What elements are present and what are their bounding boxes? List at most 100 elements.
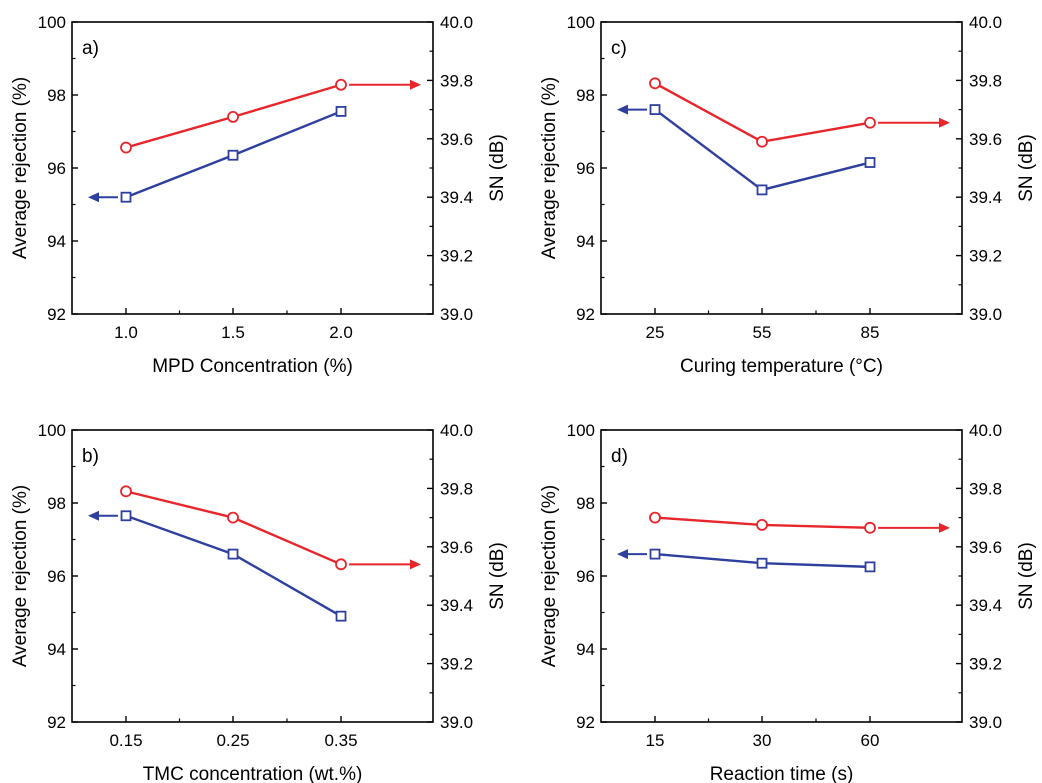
left-tick-label: 96 (576, 567, 595, 586)
right-tick-label: 39.8 (440, 71, 473, 90)
right-axis-title: SN (dB) (487, 134, 508, 202)
x-tick-label: 55 (753, 323, 772, 342)
right-tick-label: 39.6 (440, 538, 473, 557)
x-tick-label: 30 (753, 731, 772, 750)
right-tick-label: 39.0 (440, 713, 473, 732)
plot-frame (600, 21, 963, 315)
left-axis-title: Average rejection (%) (539, 485, 560, 667)
chart-panel-2: 92 94 96 98 100 39.0 39.2 39.4 39.6 39.8 40.0 25 55 8… (539, 13, 1037, 377)
x-axis-title: Reaction time (s) (710, 764, 854, 783)
left-arrow-icon (88, 192, 99, 203)
right-tick-label: 39.2 (440, 655, 473, 674)
square-marker (120, 510, 132, 522)
square-marker (227, 149, 239, 161)
plot-frame (600, 429, 963, 723)
circle-marker (649, 511, 661, 524)
circle-marker (864, 521, 876, 534)
right-tick-label: 39.0 (969, 713, 1002, 732)
circle-marker (649, 77, 661, 90)
circle-marker (227, 111, 239, 123)
square-marker (649, 548, 661, 560)
left-arrow-icon (617, 104, 628, 115)
left-tick-label: 92 (47, 305, 66, 324)
right-tick-label: 39.4 (440, 188, 473, 207)
square-marker (335, 106, 347, 117)
square-marker (120, 191, 132, 203)
x-tick-label: 0.35 (324, 731, 357, 750)
left-tick-label: 98 (576, 86, 595, 105)
circle-marker (227, 511, 239, 524)
right-tick-label: 39.2 (440, 247, 473, 266)
right-arrow-icon (410, 559, 421, 570)
circle-marker (756, 135, 768, 148)
x-tick-label: 1.0 (114, 323, 138, 342)
left-tick-label: 100 (38, 13, 66, 32)
right-tick-label: 39.8 (969, 479, 1002, 498)
chart-panel-4: 92 94 96 98 100 39.0 39.2 39.4 39.6 39.8 40.0 15 30 6… (539, 421, 1037, 783)
left-axis-title: Average rejection (%) (10, 77, 31, 259)
left-tick-label: 98 (576, 494, 595, 513)
series-line-left (654, 108, 871, 192)
left-tick-label: 94 (47, 232, 66, 251)
right-tick-label: 39.4 (969, 188, 1002, 207)
left-tick-label: 100 (567, 13, 595, 32)
right-tick-label: 40.0 (440, 421, 473, 440)
left-tick-label: 100 (567, 421, 595, 440)
panel-label: c) (611, 38, 627, 59)
right-tick-label: 39.6 (440, 130, 473, 149)
right-tick-label: 39.8 (440, 479, 473, 498)
right-tick-label: 40.0 (969, 421, 1002, 440)
left-tick-label: 98 (47, 494, 66, 513)
x-tick-label: 25 (646, 323, 665, 342)
right-tick-label: 39.6 (969, 130, 1002, 149)
square-marker (756, 184, 768, 196)
right-arrow-icon (939, 522, 950, 533)
left-tick-label: 96 (576, 159, 595, 178)
square-marker (335, 610, 347, 622)
left-tick-label: 94 (576, 640, 595, 659)
x-tick-label: 0.25 (216, 731, 249, 750)
right-axis-title: SN (dB) (1016, 542, 1037, 610)
series-line-left (125, 514, 342, 618)
right-tick-label: 39.4 (440, 596, 473, 615)
x-axis-title: Curing temperature (°C) (680, 356, 883, 377)
x-tick-label: 1.5 (221, 323, 245, 342)
left-tick-label: 98 (47, 86, 66, 105)
right-tick-label: 39.2 (969, 655, 1002, 674)
circle-marker (335, 558, 347, 571)
x-tick-label: 0.15 (109, 731, 142, 750)
panel-label: d) (611, 446, 628, 467)
left-tick-label: 92 (47, 713, 66, 732)
x-tick-label: 2.0 (329, 323, 353, 342)
chart-panel-3: 92 94 96 98 100 39.0 39.2 39.4 39.6 39.8 40.0 0.15 0… (10, 421, 508, 783)
left-tick-label: 94 (47, 640, 66, 659)
right-arrow-icon (939, 117, 950, 128)
left-arrow-icon (88, 510, 99, 521)
right-tick-label: 39.6 (969, 538, 1002, 557)
circle-marker (335, 78, 347, 91)
right-arrow-icon (410, 79, 421, 90)
x-tick-label: 15 (646, 731, 665, 750)
panel-label: b) (82, 446, 99, 467)
left-tick-label: 96 (47, 567, 66, 586)
square-marker (756, 557, 768, 569)
square-marker (227, 548, 239, 560)
right-axis-title: SN (dB) (1016, 134, 1037, 202)
plot-frame (71, 21, 434, 315)
circle-marker (864, 116, 876, 129)
right-tick-label: 39.4 (969, 596, 1002, 615)
right-tick-label: 39.8 (969, 71, 1002, 90)
square-marker (864, 561, 876, 573)
right-tick-label: 39.0 (969, 305, 1002, 324)
x-axis-title: TMC concentration (wt.%) (143, 764, 363, 783)
right-tick-label: 39.0 (440, 305, 473, 324)
right-tick-label: 40.0 (440, 13, 473, 32)
plot-frame (71, 429, 434, 723)
left-tick-label: 96 (47, 159, 66, 178)
left-tick-label: 100 (38, 421, 66, 440)
x-tick-label: 60 (861, 731, 880, 750)
left-tick-label: 92 (576, 713, 595, 732)
left-tick-label: 94 (576, 232, 595, 251)
circle-marker (120, 141, 132, 154)
